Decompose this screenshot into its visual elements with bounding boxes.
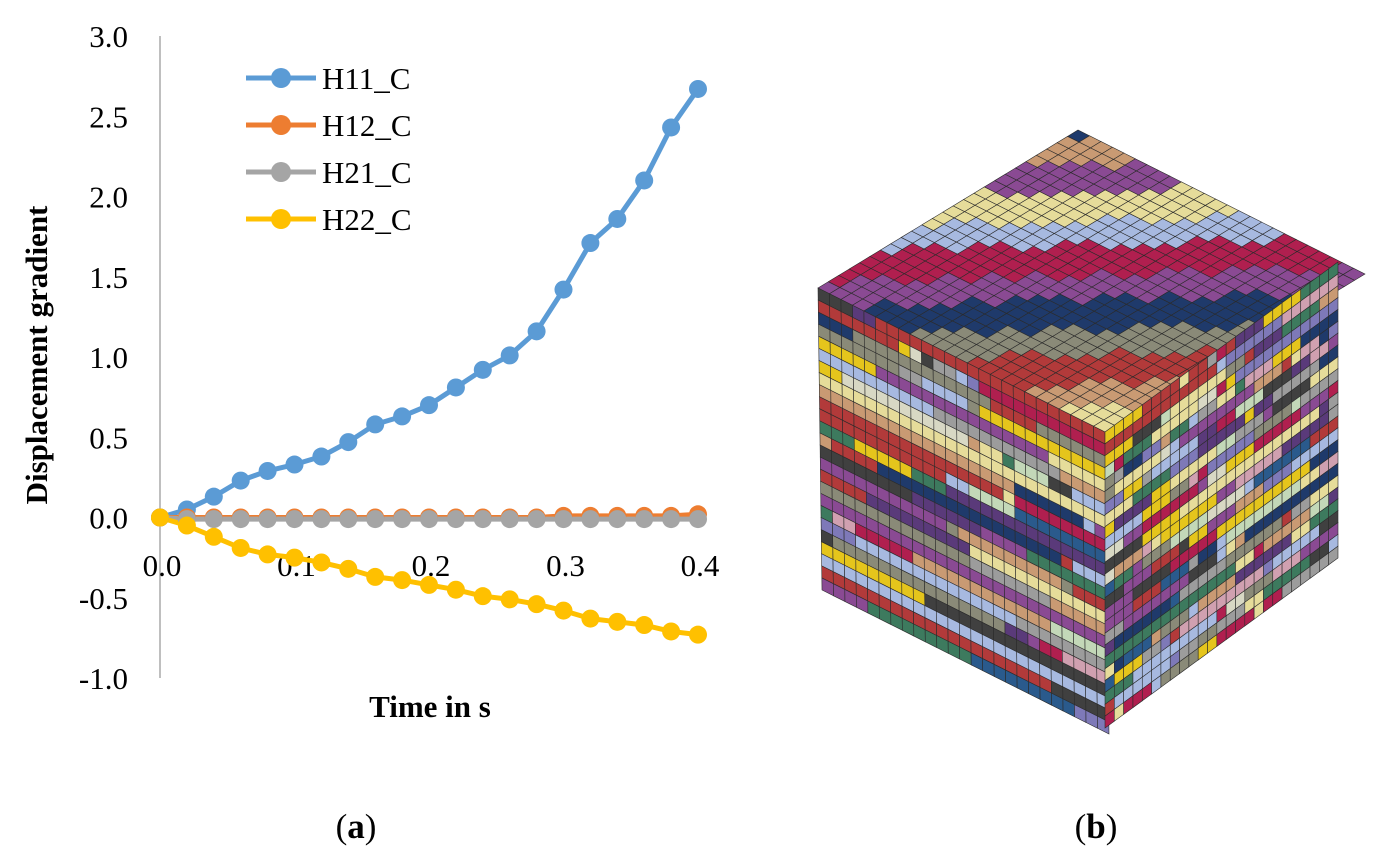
series-line-h11-c [159, 87, 701, 520]
data-point-h21-c [662, 510, 681, 529]
y-tick-label: 1.0 [89, 340, 128, 375]
data-point-h21-c [285, 510, 304, 529]
data-point-h22-c [500, 590, 519, 609]
data-point-h21-c [554, 510, 573, 529]
data-point-h21-c [204, 510, 223, 529]
y-tick-label: 0.0 [89, 501, 128, 536]
voxel-cell [1342, 267, 1366, 281]
y-tick-label: -1.0 [79, 661, 128, 696]
cube-right-face [1104, 261, 1339, 729]
voxel-cell [1328, 545, 1339, 566]
voxel-cube-panel-b [817, 129, 1366, 735]
data-point-h11-c [608, 209, 627, 228]
y-tick-label: 0.5 [89, 420, 128, 455]
data-point-h22-c [393, 571, 412, 590]
data-point-h21-c [393, 510, 412, 529]
data-point-h21-c [500, 510, 519, 529]
data-point-h11-c [312, 447, 331, 466]
data-point-h11-c [231, 471, 250, 490]
y-tick-label: 3.0 [89, 19, 128, 54]
cube-left-face [817, 287, 1110, 735]
y-tick-label: 2.0 [89, 180, 128, 215]
chart-panel-a: 3.02.52.01.51.00.50.0-0.5-1.0 0.00.10.20… [19, 19, 720, 724]
data-point-h22-c [366, 567, 385, 586]
data-point-h21-c [231, 510, 250, 529]
data-point-h21-c [527, 510, 546, 529]
data-point-h22-c [527, 595, 546, 614]
data-point-h22-c [285, 548, 304, 567]
data-point-h22-c [258, 545, 277, 564]
data-point-h22-c [339, 559, 358, 578]
data-point-h22-c [689, 625, 707, 644]
data-point-h22-c [177, 516, 196, 535]
legend-marker [271, 68, 291, 88]
data-point-h22-c [473, 587, 492, 606]
legend-marker [271, 209, 291, 229]
data-point-h21-c [473, 510, 492, 529]
data-point-h21-c [420, 510, 438, 529]
data-point-h11-c [285, 455, 304, 474]
data-point-h11-c [446, 378, 465, 397]
data-point-h22-c [662, 622, 681, 641]
data-point-h22-c [204, 527, 223, 546]
data-point-h11-c [393, 407, 412, 426]
data-point-h11-c [366, 415, 385, 434]
data-point-h22-c [312, 553, 331, 572]
legend-marker [271, 115, 291, 135]
data-point-h11-c [500, 346, 519, 365]
y-tick-labels: 3.0 2.5 2.0 1.5 1.0 0.5 0.0 -0.5 -1.0 [79, 19, 128, 696]
data-point-h21-c [258, 510, 277, 529]
y-tick-label: 2.5 [89, 99, 128, 134]
cube-top-face [817, 129, 1366, 433]
x-tick-label: 0.4 [681, 548, 720, 583]
data-point-h21-c [635, 510, 654, 529]
legend-label: H11_C [322, 61, 410, 96]
data-point-h11-c [473, 360, 492, 379]
panel-label-b: (b) [1075, 807, 1118, 846]
data-point-h11-c [554, 280, 573, 299]
legend-label: H12_C [322, 108, 412, 143]
y-tick-label: 1.5 [89, 260, 128, 295]
data-point-h22-c [446, 580, 465, 599]
data-point-h11-c [689, 79, 707, 98]
data-point-h21-c [366, 510, 385, 529]
data-point-h22-c [635, 616, 654, 635]
x-axis-title: Time in s [369, 689, 491, 724]
series-markers [151, 79, 707, 644]
legend: H11_C H12_C H21_C H22_C [246, 61, 412, 237]
x-tick-label: 0.3 [546, 548, 585, 583]
panel-label-a: (a) [336, 807, 377, 846]
data-point-h22-c [151, 508, 169, 527]
data-point-h21-c [608, 510, 627, 529]
data-point-h11-c [527, 322, 546, 341]
legend-marker [271, 162, 291, 182]
data-point-h11-c [339, 433, 358, 452]
data-point-h21-c [689, 510, 707, 529]
x-tick-label: 0.0 [143, 548, 182, 583]
data-point-h11-c [204, 487, 223, 506]
data-point-h21-c [581, 510, 600, 529]
data-point-h21-c [312, 510, 331, 529]
legend-item-h22-c: H22_C [246, 202, 412, 237]
data-point-h11-c [635, 171, 654, 190]
legend-item-h21-c: H21_C [246, 155, 412, 190]
data-point-h22-c [231, 538, 250, 557]
y-axis-title: Displacement gradient [19, 205, 54, 504]
data-point-h22-c [420, 575, 438, 594]
data-point-h22-c [581, 609, 600, 628]
data-point-h11-c [581, 234, 600, 253]
legend-label: H21_C [322, 155, 412, 190]
data-point-h22-c [554, 601, 573, 620]
data-point-h22-c [608, 612, 627, 631]
legend-label: H22_C [322, 202, 412, 237]
data-point-h21-c [446, 510, 465, 529]
legend-item-h11-c: H11_C [246, 61, 410, 96]
data-point-h21-c [339, 510, 358, 529]
y-tick-label: -0.5 [79, 581, 128, 616]
legend-item-h12-c: H12_C [246, 108, 412, 143]
data-point-h11-c [420, 396, 438, 415]
data-point-h11-c [662, 118, 681, 137]
data-point-h11-c [258, 461, 277, 480]
